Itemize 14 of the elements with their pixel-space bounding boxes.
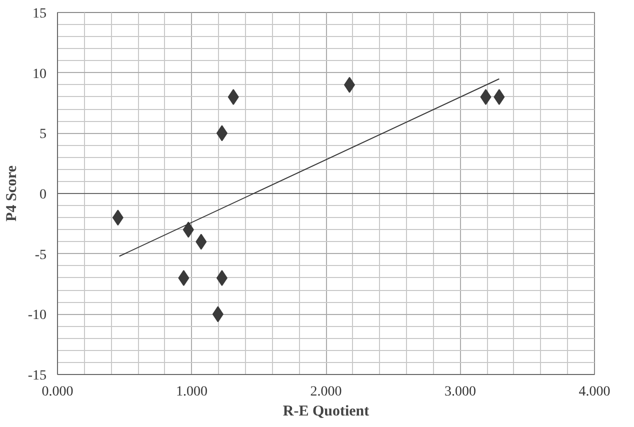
y-axis-title: P4 Score [4,165,20,222]
y-tick-label: -5 [34,248,47,263]
y-tick-label: 15 [32,6,46,22]
y-tick-label: 0 [40,188,46,202]
x-axis-title: R-E Quotient [282,404,370,420]
x-tick-label: 2.000 [310,384,342,400]
x-tick-label: 1.000 [176,384,208,400]
y-tick-label: 5 [40,127,46,142]
y-tick-label: 10 [32,66,46,82]
y-tick-label: -15 [28,368,47,384]
x-tick-label: 0.000 [42,384,74,400]
x-tick-label: 3.000 [444,384,476,400]
y-tick-label: -10 [28,308,47,324]
x-tick-label: 4.000 [578,384,610,400]
